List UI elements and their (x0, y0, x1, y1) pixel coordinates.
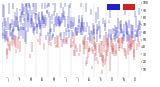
Bar (107, 4, 120, 10)
Bar (123, 4, 135, 10)
